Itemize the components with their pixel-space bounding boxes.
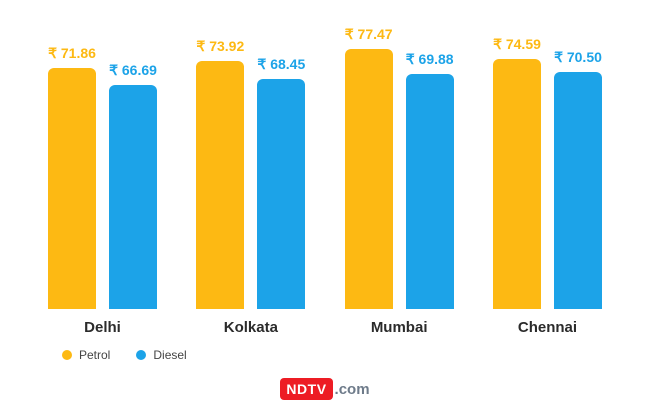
bar-petrol-kolkata (196, 61, 245, 309)
bar-value-label-diesel-kolkata: ₹ 68.45 (257, 56, 306, 72)
footer: NDTV .com (0, 378, 650, 400)
bar-petrol-delhi (48, 68, 96, 309)
bar-value-label-petrol-delhi: ₹ 71.86 (48, 45, 96, 61)
bar-value-label-petrol-chennai: ₹ 74.59 (493, 36, 541, 52)
bar-petrol-mumbai (344, 49, 393, 309)
category-label-kolkata: Kolkata (223, 319, 278, 336)
bar-diesel-chennai (553, 72, 602, 309)
bar-group-mumbai: ₹ 77.47 ₹ 69.88 Mumbai (344, 26, 454, 336)
legend-dot-diesel (136, 350, 147, 360)
bar-value-label-diesel-delhi: ₹ 66.69 (109, 62, 157, 78)
bar-value-label-petrol-kolkata: ₹ 73.92 (196, 38, 245, 54)
bar-column-petrol-kolkata: ₹ 73.92 (196, 38, 245, 309)
bar-column-diesel-mumbai: ₹ 69.88 (405, 51, 454, 309)
bar-chart: ₹ 71.86 ₹ 66.69 Delhi ₹ 73.92 ₹ 68.45 Kolkata… (48, 26, 602, 336)
bar-column-petrol-chennai: ₹ 74.59 (492, 36, 541, 309)
bar-column-petrol-mumbai: ₹ 77.47 (344, 26, 393, 309)
bar-value-label-petrol-mumbai: ₹ 77.47 (344, 26, 393, 42)
legend: Petrol Diesel (0, 348, 650, 362)
ndtv-logo-suffix: .com (334, 380, 370, 398)
ndtv-logo: NDTV (280, 378, 333, 400)
legend-dot-petrol (62, 350, 72, 360)
bar-diesel-delhi (109, 85, 157, 309)
bar-pair: ₹ 73.92 ₹ 68.45 (196, 38, 306, 309)
bar-pair: ₹ 71.86 ₹ 66.69 (48, 45, 157, 309)
bar-column-petrol-delhi: ₹ 71.86 (48, 45, 96, 309)
legend-item-diesel: Diesel (136, 348, 187, 362)
category-label-mumbai: Mumbai (370, 319, 428, 336)
bar-value-label-diesel-mumbai: ₹ 69.88 (405, 51, 454, 67)
bar-diesel-mumbai (405, 74, 454, 309)
bar-group-delhi: ₹ 71.86 ₹ 66.69 Delhi (48, 45, 157, 336)
category-label-chennai: Chennai (517, 319, 578, 336)
legend-label-petrol: Petrol (79, 348, 111, 362)
bar-group-chennai: ₹ 74.59 ₹ 70.50 Chennai (492, 36, 602, 336)
bar-petrol-chennai (492, 59, 541, 309)
legend-item-petrol: Petrol (62, 348, 110, 362)
bar-group-kolkata: ₹ 73.92 ₹ 68.45 Kolkata (196, 38, 306, 336)
bar-pair: ₹ 77.47 ₹ 69.88 (344, 26, 454, 309)
bar-pair: ₹ 74.59 ₹ 70.50 (492, 36, 602, 309)
legend-label-diesel: Diesel (153, 348, 187, 362)
bar-column-diesel-delhi: ₹ 66.69 (109, 62, 157, 309)
bar-column-diesel-kolkata: ₹ 68.45 (257, 56, 306, 309)
bar-value-label-diesel-chennai: ₹ 70.50 (554, 49, 602, 65)
bar-diesel-kolkata (257, 79, 306, 309)
bar-column-diesel-chennai: ₹ 70.50 (553, 49, 602, 309)
category-label-delhi: Delhi (84, 319, 121, 336)
